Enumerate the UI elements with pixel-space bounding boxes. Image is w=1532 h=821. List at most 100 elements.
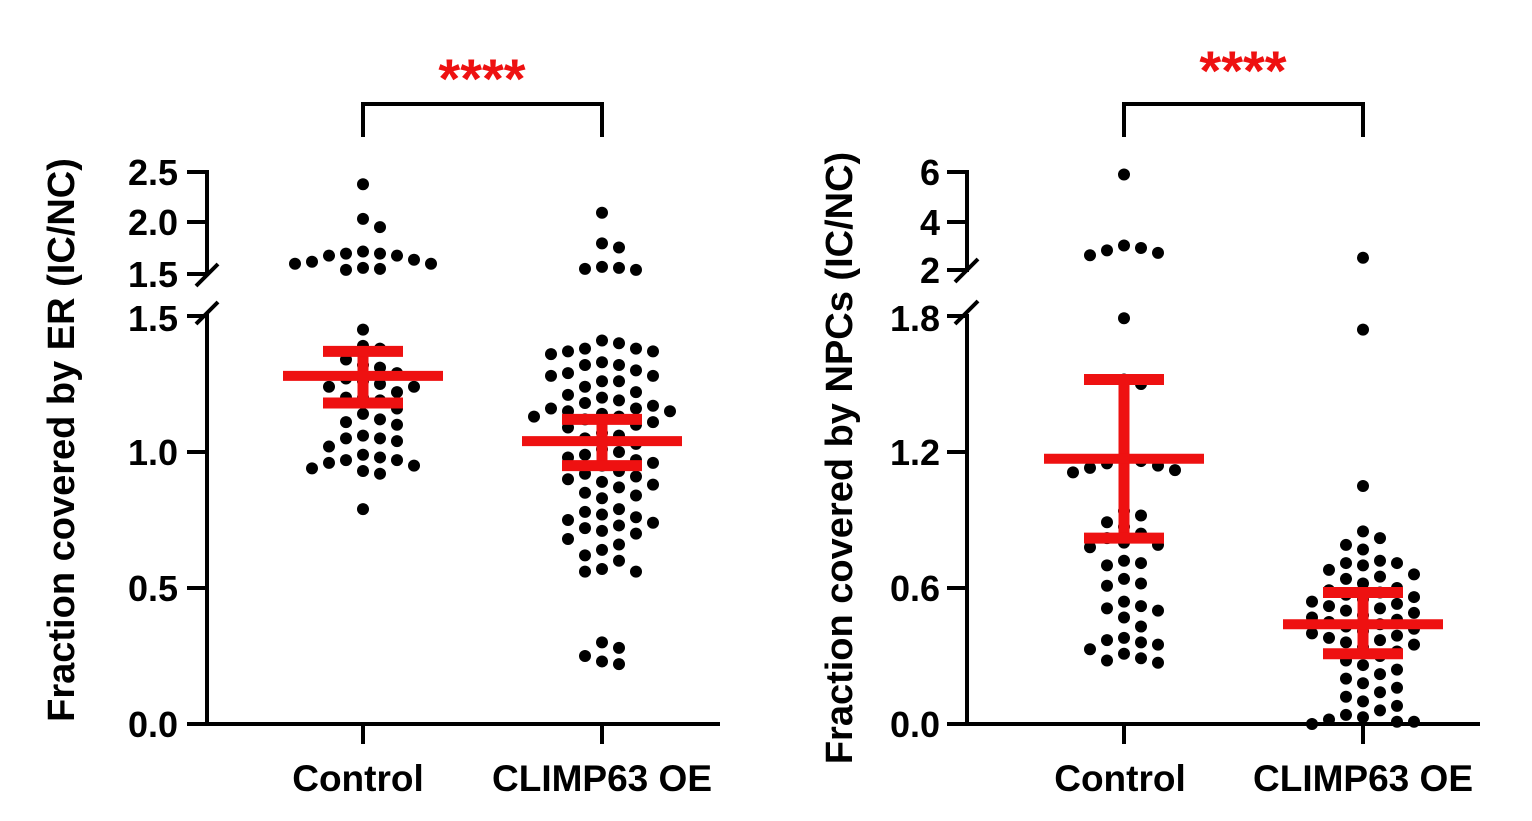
- data-point: [1374, 602, 1386, 615]
- data-point: [1340, 708, 1352, 721]
- data-point: [1408, 606, 1420, 619]
- data-point: [647, 478, 659, 491]
- data-point: [596, 237, 608, 250]
- data-point: [1135, 600, 1147, 613]
- data-point: [1408, 638, 1420, 651]
- data-point: [1374, 686, 1386, 699]
- data-point: [613, 554, 625, 567]
- data-point: [1152, 638, 1164, 651]
- x-category-label: CLIMP63 OE: [492, 758, 712, 799]
- data-point: [1084, 643, 1096, 656]
- data-point: [1101, 602, 1113, 615]
- data-point: [1101, 516, 1113, 529]
- data-point: [1408, 568, 1420, 581]
- significance-label: ****: [1199, 39, 1286, 102]
- data-point: [647, 456, 659, 469]
- error-bars: [1044, 373, 1443, 660]
- data-point: [1101, 559, 1113, 572]
- data-point: [340, 263, 352, 276]
- data-point: [630, 342, 642, 355]
- data-point: [374, 262, 386, 275]
- data-point: [1408, 715, 1420, 728]
- data-point: [613, 538, 625, 551]
- data-point: [1340, 672, 1352, 685]
- data-point: [357, 261, 369, 274]
- data-point: [596, 391, 608, 404]
- data-point: [1067, 466, 1079, 479]
- data-point: [562, 514, 574, 526]
- data-point: [408, 459, 420, 472]
- data-point: [630, 511, 642, 524]
- data-point: [647, 345, 659, 358]
- data-point: [596, 524, 608, 537]
- data-point: [630, 527, 642, 540]
- data-point: [1101, 634, 1113, 647]
- data-point: [630, 470, 642, 483]
- data-point: [357, 465, 369, 478]
- data-point: [1340, 557, 1352, 570]
- data-point: [647, 369, 659, 382]
- data-point: [613, 446, 625, 458]
- data-point: [596, 334, 608, 347]
- data-point: [1084, 249, 1096, 262]
- data-point: [1118, 595, 1130, 608]
- data-point: [1374, 668, 1386, 681]
- data-point: [374, 361, 386, 374]
- y-tick-label: 0.6: [890, 568, 940, 609]
- data-point: [1118, 554, 1130, 567]
- data-point: [1357, 480, 1369, 492]
- y-tick-label: 6: [920, 152, 940, 193]
- data-point: [596, 260, 608, 273]
- data-point: [323, 380, 335, 393]
- data-point: [1357, 323, 1369, 336]
- data-point: [1135, 241, 1147, 254]
- data-point: [1135, 509, 1147, 522]
- data-point: [425, 257, 437, 270]
- data-point: [306, 255, 318, 268]
- axis-break-mark: [953, 299, 980, 326]
- data-point: [374, 432, 386, 445]
- data-point: [1340, 572, 1352, 585]
- data-point: [596, 356, 608, 369]
- data-point: [391, 249, 403, 262]
- data-point: [562, 473, 574, 486]
- data-point: [613, 261, 625, 274]
- data-point: [1152, 604, 1164, 617]
- data-point: [1118, 631, 1130, 644]
- data-point: [1135, 636, 1147, 649]
- data-point: [1357, 543, 1369, 556]
- data-point: [647, 399, 659, 412]
- y-tick-label: 1.2: [890, 432, 940, 473]
- data-point: [613, 375, 625, 388]
- data-point: [1152, 246, 1164, 259]
- data-point: [306, 462, 318, 475]
- x-category-label: CLIMP63 OE: [1253, 758, 1473, 799]
- panel-npc: Fraction covered by NPCs (IC/NC) **** 0.…: [819, 39, 1480, 799]
- data-point: [374, 467, 386, 480]
- data-point: [1323, 713, 1335, 726]
- data-point: [1374, 704, 1386, 717]
- data-point: [323, 440, 335, 453]
- data-point: [647, 516, 659, 529]
- data-point: [579, 565, 591, 578]
- data-point: [630, 565, 642, 578]
- data-point: [1357, 695, 1369, 708]
- data-point: [357, 503, 369, 516]
- data-point: [579, 505, 591, 518]
- data-point: [1084, 461, 1096, 474]
- data-point: [1118, 611, 1130, 624]
- y-tick-label: 0.5: [128, 568, 178, 609]
- data-point: [630, 386, 642, 399]
- y-tick-label: 1.5: [128, 298, 178, 339]
- data-point: [408, 380, 420, 393]
- data-point: [1391, 699, 1403, 712]
- data-point: [1391, 629, 1403, 642]
- data-point: [579, 650, 591, 662]
- data-point: [647, 416, 659, 429]
- data-point: [596, 492, 608, 505]
- significance-bracket: [361, 102, 604, 137]
- y-axis-label: Fraction covered by ER (IC/NC): [41, 158, 83, 722]
- y-tick-label: 1.5: [128, 254, 178, 295]
- data-point: [1101, 579, 1113, 592]
- y-tick-label: 1.0: [128, 432, 178, 473]
